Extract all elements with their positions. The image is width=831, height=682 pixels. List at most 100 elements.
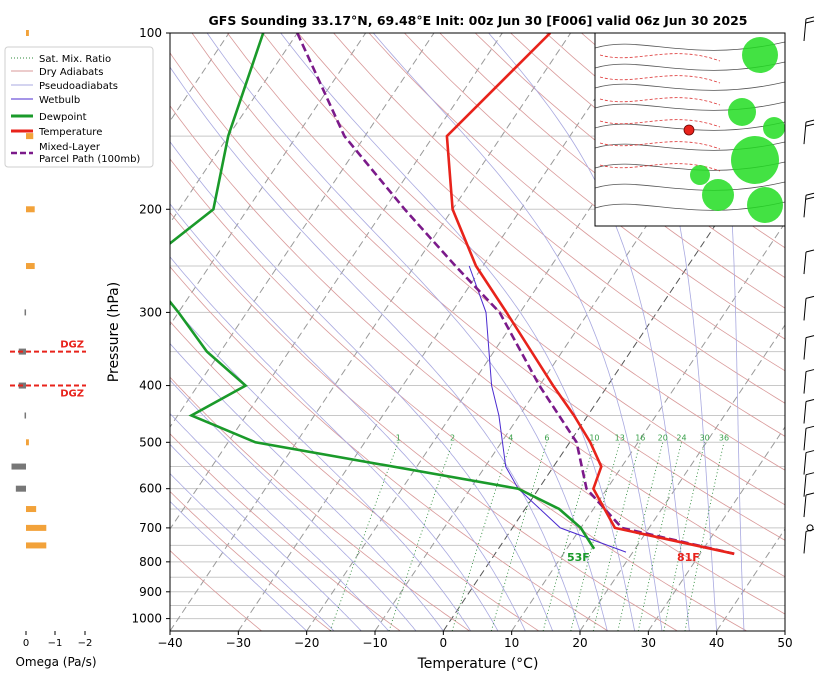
wind-barb — [803, 16, 815, 42]
legend: Sat. Mix. Ratio Dry Adiabats Pseudoadiab… — [4, 46, 154, 168]
inset-thickness-contour — [599, 75, 721, 84]
mixing-ratio-line — [570, 442, 621, 631]
sounding-lines — [170, 33, 735, 556]
isotherm-line — [170, 33, 367, 326]
dry-adiabat-line — [170, 52, 785, 578]
dgz-label: DGZ — [60, 340, 84, 351]
pseudoadiabat-line — [170, 379, 417, 631]
x-tick-label: 30 — [641, 636, 656, 650]
dry-adiabat-line — [170, 158, 747, 631]
isotherm-line — [170, 33, 572, 631]
legend-wetbulb: Wetbulb — [39, 95, 80, 106]
surface-dew-label: 53F — [567, 551, 590, 564]
dry-adiabat-line — [262, 33, 785, 471]
y-tick-label: 700 — [139, 521, 162, 535]
x-tick-label: −30 — [226, 636, 251, 650]
mixing-ratio-label: 6 — [544, 433, 549, 442]
dry-adiabat-line — [170, 550, 262, 631]
dry-adiabat-line — [333, 33, 785, 404]
x-tick-label: −40 — [157, 636, 182, 650]
omega-bar — [26, 263, 35, 270]
inset-height-contour — [595, 121, 785, 131]
omega-axis-label: Omega (Pa/s) — [15, 655, 96, 669]
wind-barb — [803, 295, 815, 321]
omega-tick: 0 — [23, 638, 29, 649]
pseudoadiabat-line — [170, 203, 526, 631]
inset-station-marker — [683, 124, 695, 136]
dry-adiabat-line — [170, 211, 678, 631]
y-tick-label: 300 — [139, 305, 162, 319]
wind-barb — [803, 192, 815, 218]
pseudoadiabat-line — [372, 33, 663, 631]
omega-panel: DGZ DGZ — [10, 30, 86, 549]
mixing-ratio-line — [451, 442, 512, 631]
pseudoadiabat-line — [170, 302, 472, 631]
dry-adiabat-line — [404, 33, 785, 340]
pseudoadiabat-line — [170, 443, 362, 631]
inset-thickness-contour — [599, 97, 721, 106]
omega-bar — [26, 439, 29, 446]
inset-precip-area — [728, 98, 756, 126]
y-tick-label: 500 — [139, 435, 162, 449]
mixing-ratio-label: 30 — [700, 433, 710, 442]
dry-adiabat-line — [368, 33, 785, 372]
x-tick-label: −10 — [362, 636, 387, 650]
legend-dry: Dry Adiabats — [39, 67, 103, 78]
inset-precip-area — [763, 117, 785, 139]
pseudoadiabat-line — [170, 256, 499, 631]
y-axis-label: Pressure (hPa) — [106, 282, 122, 382]
pseudoadiabat-line — [488, 33, 690, 631]
wind-barb — [803, 528, 815, 554]
x-tick-label: 50 — [777, 636, 792, 650]
omega-bar — [26, 30, 29, 36]
wind-barb — [803, 119, 815, 145]
x-axis: −40 −30 −20 −10 0 10 20 30 40 50 — [157, 631, 793, 650]
inset-thickness-contour — [599, 141, 721, 150]
isotherm-line — [170, 33, 503, 530]
omega-bar — [26, 506, 37, 513]
dry-adiabat-line — [191, 33, 785, 541]
inset-precip-area — [742, 37, 778, 73]
omega-bar — [24, 309, 27, 316]
mixing-ratio-label: 1 — [396, 433, 401, 442]
mixing-ratio-label: 10 — [589, 433, 599, 442]
inset-precip-area — [731, 136, 779, 184]
surface-temp-label: 81F — [677, 551, 700, 564]
wind-barb — [803, 450, 815, 475]
background-grid — [170, 33, 785, 631]
mixing-ratio-label: 4 — [508, 433, 513, 442]
dry-adiabat-line — [227, 33, 785, 506]
legend-parcel-line2: Parcel Path (100mb) — [39, 154, 140, 165]
dry-adiabat-line — [170, 320, 540, 631]
wind-barbs — [803, 16, 815, 554]
dry-adiabat-line — [170, 433, 401, 631]
y-tick-label: 800 — [139, 555, 162, 569]
mixing-ratio-line — [388, 442, 454, 631]
mixing-ratio-label: 16 — [635, 433, 645, 442]
y-tick-label: 100 — [139, 26, 162, 40]
inset-map — [594, 32, 786, 227]
legend-satmix: Sat. Mix. Ratio — [39, 54, 111, 65]
omega-tick: −2 — [78, 638, 93, 649]
dry-adiabat-line — [170, 105, 785, 615]
pseudoadiabat-line — [612, 33, 718, 631]
dry-adiabat-line — [439, 33, 785, 309]
temperature-line — [445, 33, 735, 556]
dgz-label: DGZ — [60, 389, 84, 400]
plot-frame — [169, 32, 786, 632]
legend-pseudo: Pseudoadiabats — [39, 81, 118, 92]
y-tick-label: 200 — [139, 202, 162, 216]
omega-bar — [26, 524, 47, 531]
pseudoadiabat-line — [206, 33, 608, 631]
y-tick-label: 400 — [139, 379, 162, 393]
pseudoadiabat-line — [170, 500, 307, 631]
mixing-ratio-label: 2 — [450, 433, 455, 442]
wind-barb — [803, 335, 815, 360]
inset-thickness-contour — [599, 163, 721, 172]
inset-height-contour — [595, 81, 785, 91]
x-tick-label: 0 — [440, 636, 448, 650]
surface-labels: 81F 53F — [567, 551, 700, 564]
mixing-ratio-labels: 1 2 4 6 10 13 16 20 24 30 36 — [396, 433, 729, 442]
inset-height-contour — [595, 181, 785, 191]
